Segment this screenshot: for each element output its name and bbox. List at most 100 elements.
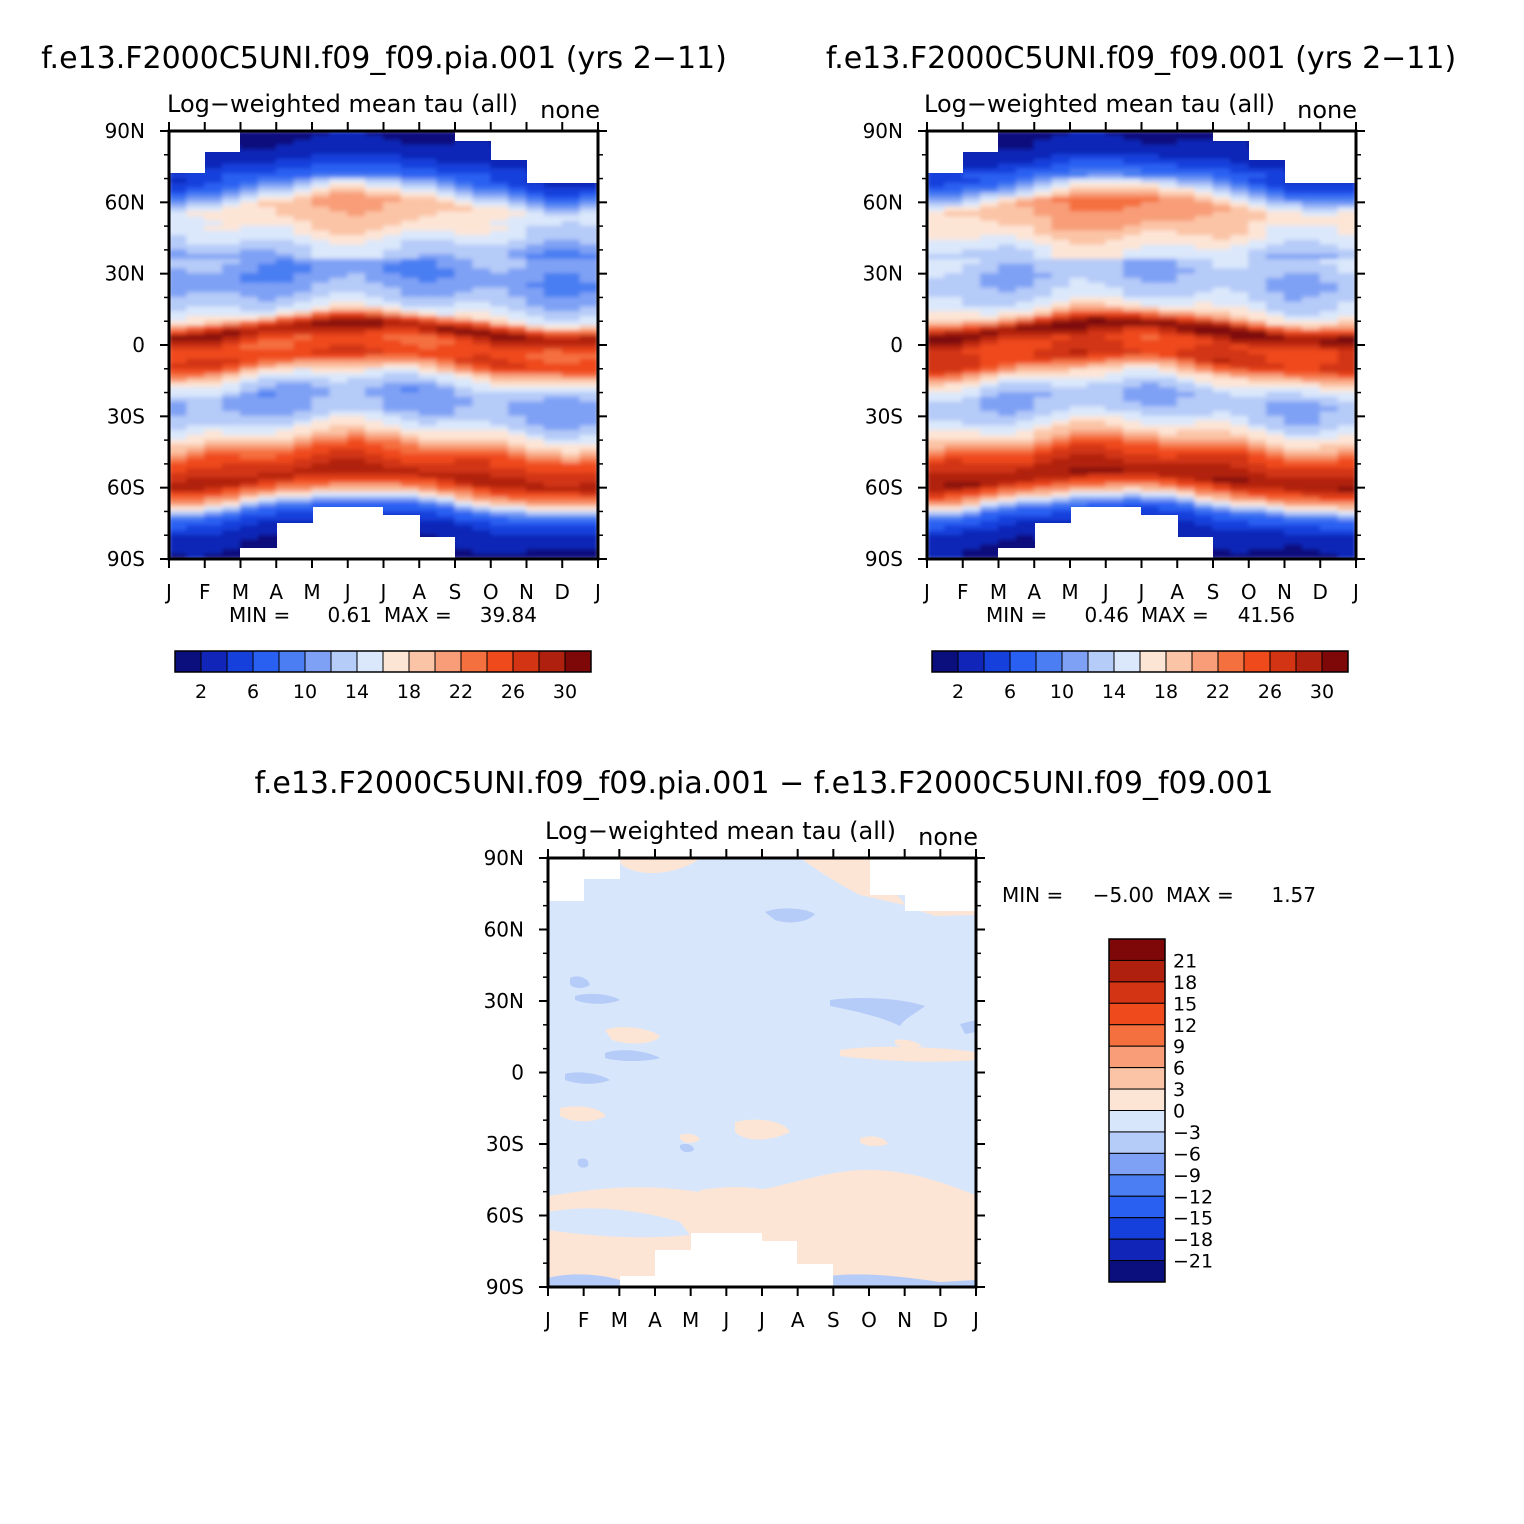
contour-cell [1266,401,1286,408]
contour-cell [1015,510,1035,517]
contour-cell [186,539,206,546]
contour-cell [293,277,313,284]
contour-cell [1301,296,1321,303]
contour-cell [490,334,510,341]
contour-cell [240,187,259,194]
contour-cell [240,159,259,165]
contour-cell [1266,296,1286,303]
contour-cell [418,434,438,441]
contour-cell [275,330,295,336]
contour-cell [1069,363,1089,370]
contour-cell [293,159,313,165]
contour-cell [1230,477,1250,484]
contour-cell [204,453,224,460]
contour-cell [454,425,474,432]
contour-cell [579,520,598,527]
contour-cell [240,235,259,241]
contour-cell [1123,349,1143,356]
contour-cell [383,154,402,161]
contour-cell [169,296,188,303]
contour-cell [561,525,581,531]
contour-cell [454,225,474,232]
contour-cell [436,258,456,265]
contour-cell [1015,140,1035,146]
contour-cell [1212,334,1232,341]
contour-cell [1033,349,1053,356]
contour-cell [944,354,964,360]
colorbar-box [330,650,358,673]
contour-cell [1319,377,1339,384]
contour-cell [240,254,259,260]
contour-cell [365,373,385,379]
contour-cell [240,277,259,284]
contour-cell [400,320,420,327]
contour-cell [418,292,438,298]
contour-cell [1266,491,1286,498]
contour-cell [186,453,206,460]
contour-cell [1105,491,1125,498]
contour-cell [293,206,313,213]
contour-cell [169,306,188,313]
contour-cell [275,292,295,298]
contour-cell [1337,415,1356,422]
contour-cell [927,544,946,550]
contour-cell [944,258,964,265]
contour-cell [944,358,964,365]
contour-cell [1337,244,1356,251]
contour-cell [329,235,349,241]
contour-cell [329,401,349,408]
contour-cell [508,529,528,536]
contour-cell [1248,206,1268,213]
contour-cell [1248,539,1268,546]
contour-cell [1337,525,1356,531]
contour-cell [998,439,1017,446]
contour-cell [169,239,188,246]
contour-cell [1248,263,1268,270]
contour-cell [186,458,206,465]
contour-cell [257,301,277,308]
panel-3-contour-field [548,858,976,1287]
contour-cell [998,239,1017,246]
contour-cell [311,382,331,389]
contour-cell [454,434,474,441]
contour-cell [1194,392,1214,398]
contour-cell [944,491,964,498]
contour-cell [1051,344,1071,351]
contour-cell [275,301,295,308]
contour-cell [383,273,402,279]
contour-cell [1319,268,1339,275]
contour-cell [1212,301,1232,308]
contour-cell [347,472,367,479]
contour-cell [454,373,474,379]
contour-cell [400,273,420,279]
contour-cell [472,430,492,436]
contour-cell [1123,268,1143,275]
contour-cell [508,220,528,227]
contour-cell [383,144,402,151]
contour-cell [436,263,456,270]
contour-cell [1033,277,1053,284]
contour-cell [1284,206,1303,213]
contour-cell [1158,220,1178,227]
contour-cell [436,525,456,531]
contour-cell [222,510,242,517]
contour-cell [561,449,581,455]
contour-cell [1051,263,1071,270]
contour-cell [927,235,946,241]
contour-cell [1069,373,1089,379]
contour-cell [275,472,295,479]
contour-cell [400,277,420,284]
contour-cell [418,239,438,246]
contour-cell [1123,491,1143,498]
contour-cell [1141,434,1160,441]
contour-cell [1176,230,1196,237]
contour-cell [400,168,420,175]
contour-cell [543,311,563,317]
contour-cell [347,339,367,346]
contour-cell [490,430,510,436]
contour-cell [329,482,349,489]
contour-cell [490,477,510,484]
contour-cell [1176,211,1196,218]
contour-cell [1123,482,1143,489]
contour-cell [944,449,964,455]
